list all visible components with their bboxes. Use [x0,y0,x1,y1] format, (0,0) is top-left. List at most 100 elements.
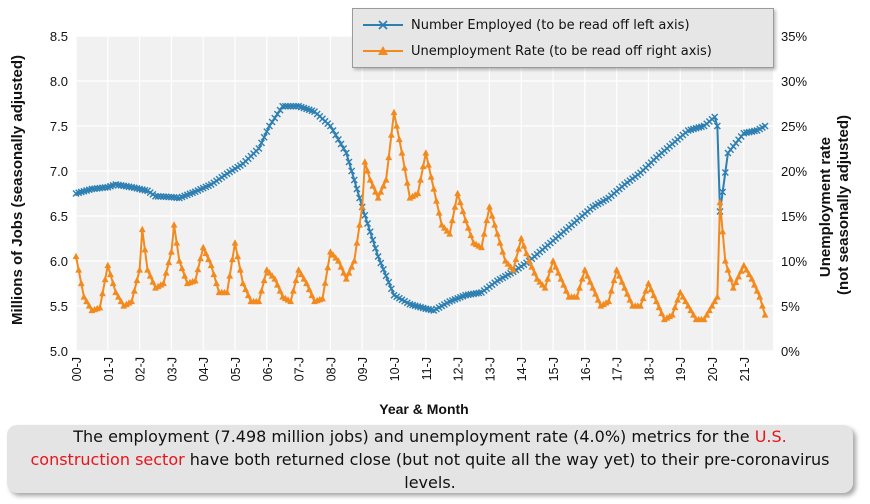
data-point [700,315,708,323]
data-point [576,284,583,291]
data-point [385,153,393,161]
x-tick-label: 21-J [738,357,752,381]
data-point [456,198,464,206]
data-point [446,230,454,237]
data-point [433,197,440,204]
data-point [589,284,597,291]
data-point [321,279,329,286]
data-point [332,131,340,139]
data-point [751,281,758,288]
right-tick-label: 25% [781,119,807,134]
data-point [345,158,353,166]
data-point [372,188,379,195]
data-point [72,252,80,260]
data-point [133,276,141,284]
data-point [260,276,268,284]
x-tick-label: 11-J [420,357,434,380]
data-point [454,189,462,197]
data-point [181,272,189,279]
data-point [488,212,496,219]
data-point [191,277,199,284]
legend-swatch-employed [363,20,403,30]
data-point [279,102,287,110]
data-point [552,263,560,270]
data-point [761,311,769,318]
data-point [83,297,91,305]
series-markers-0 [72,102,769,314]
data-point [337,263,345,270]
data-point [236,266,244,273]
x-tick-label: 10-J [388,357,402,381]
data-point [541,284,549,291]
left-tick-label: 8.5 [50,29,68,44]
right-axis-label: Unemployment rate (not seasonally adjust… [817,115,852,295]
data-point [414,189,422,197]
data-point [356,221,363,228]
data-point [342,275,350,282]
data-point [207,261,215,269]
left-tick-label: 6.0 [50,254,68,269]
data-point [358,203,366,210]
data-point [104,261,112,269]
data-point [393,122,401,129]
data-point [300,275,308,282]
caption-highlight: U.S. construction sector [30,426,787,469]
data-point [674,296,681,303]
data-point [274,281,281,288]
data-point [647,285,655,293]
data-point [586,278,594,285]
data-point [101,184,109,191]
data-point [258,139,266,147]
data-point [435,209,443,216]
data-point [756,293,764,300]
data-point [115,293,122,300]
data-point [676,288,684,296]
data-point [353,185,361,193]
data-point [713,122,721,130]
data-point [496,239,504,246]
data-point [96,304,104,311]
data-point [557,275,565,282]
data-point [340,145,348,152]
data-point [173,194,181,202]
data-point [175,257,183,264]
data-point [284,102,292,110]
data-point [295,266,303,273]
data-point [205,255,212,263]
data-point [239,279,247,287]
legend-label-unemployment: Unemployment Rate (to be read off right … [411,43,712,59]
data-point [136,266,144,273]
data-point [486,203,493,210]
data-point [242,285,250,293]
data-point [165,258,173,266]
x-tick-label: 14-J [515,357,529,381]
data-point [276,106,284,114]
right-tick-label: 0% [781,344,800,359]
data-point [743,266,750,273]
data-point [342,149,350,157]
x-axis-label: Year & Month [379,401,468,417]
data-point [671,303,679,311]
data-point [128,297,136,305]
data-point [141,245,149,253]
data-point [350,257,358,264]
data-point [138,225,146,233]
data-point [361,211,369,219]
grid-lines [75,35,773,352]
right-tick-label: 5% [781,299,800,314]
data-point [371,244,379,252]
chart: 5.0 5.5 6.0 6.5 7.0 7.5 8.0 8.5 0% 5% 10% 15% 20% 25… [9,29,852,417]
data-point [308,291,316,299]
caption-box: The employment (7.498 million jobs) and … [7,425,853,493]
data-point [719,227,727,235]
data-point [281,102,289,110]
data-point [374,194,382,201]
left-axis-label: Millions of Jobs (seasonally adjusted) [9,55,26,325]
data-point [149,278,157,285]
x-tick-label: 09-J [356,357,370,381]
data-point [395,135,403,143]
data-point [499,248,507,255]
left-tick-label: 7.0 [50,164,68,179]
left-tick-label: 6.5 [50,209,68,224]
right-tick-label: 35% [781,29,807,44]
